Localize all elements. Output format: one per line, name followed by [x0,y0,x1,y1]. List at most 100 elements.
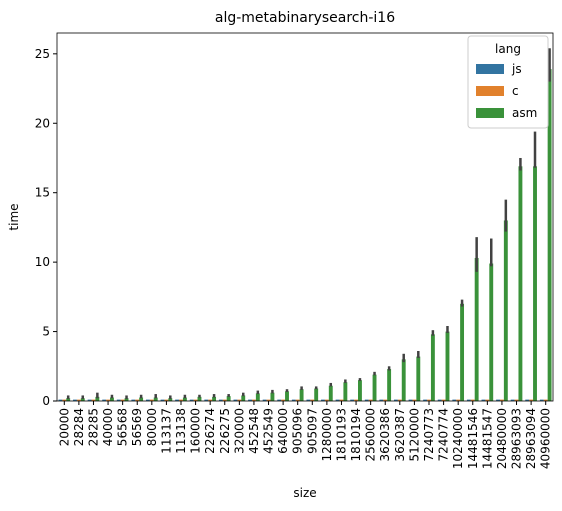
x-tick-label: 1280000 [320,408,334,461]
x-tick-label: 20480000 [495,408,509,469]
x-tick-label: 14481546 [466,408,480,469]
bar [437,399,442,401]
bar [95,396,100,401]
legend-swatch [476,108,504,118]
y-tick-label: 15 [35,186,50,200]
bar [412,399,417,401]
bar [328,385,333,401]
bar [481,399,486,401]
bar [547,69,552,402]
x-tick-label: 40000 [101,408,115,446]
bar [120,399,125,401]
bar [277,399,282,401]
bar [379,399,384,401]
bar [423,399,428,401]
x-tick-label: 113137 [159,408,173,454]
x-tick-label: 905097 [305,408,319,454]
x-tick-label: 7240774 [437,408,451,461]
bar [539,399,544,401]
bar [306,399,311,401]
bar [116,399,121,401]
legend-swatch [476,64,504,74]
bar [397,399,402,401]
bar [251,399,256,401]
bar [474,257,479,401]
bar [131,399,136,401]
legend-box [467,35,549,129]
bar [189,399,194,401]
bar [76,399,81,401]
bar [233,399,238,401]
bar [102,399,107,401]
x-tick-label: 640000 [276,408,290,454]
x-tick-label: 452549 [262,408,276,454]
x-tick-label: 1810193 [334,408,348,461]
bar [387,369,392,401]
bar [499,399,504,401]
bar [241,395,246,401]
x-tick-label: 20000 [57,408,71,446]
bar [106,399,111,401]
x-tick-label: 2560000 [364,408,378,461]
bar [452,399,457,401]
legend-label: asm [512,106,537,120]
x-tick-label: 1810194 [349,408,363,461]
bar [496,399,500,401]
bar [145,399,150,401]
x-tick-label: 56569 [130,408,144,446]
bar [179,399,183,401]
bar [324,399,329,401]
bar [441,399,446,401]
bar [372,374,377,401]
bar [139,397,144,401]
bar [343,382,348,401]
bar [208,399,213,401]
bar [430,334,435,401]
bar [160,399,165,401]
x-tick-label: 10240000 [451,408,465,469]
bar [175,399,180,401]
bar [408,399,413,401]
bar [110,397,114,401]
bar [255,393,260,401]
bar [58,399,63,401]
legend-title: lang [495,42,521,56]
bar [193,399,198,401]
bar [218,399,223,401]
y-tick-label: 20 [35,116,50,130]
bar [427,399,431,401]
x-tick-label: 3620387 [393,408,407,461]
y-tick-label: 25 [35,47,50,61]
bar [66,398,71,401]
bar [489,263,494,401]
x-tick-label: 226274 [203,408,217,454]
x-tick-label: 320000 [232,408,246,454]
x-tick-label: 452548 [247,408,261,454]
bar [299,389,304,401]
bar [335,399,340,401]
bar [204,399,209,401]
bar [350,399,355,401]
x-tick-label: 3620386 [378,408,392,461]
bar [529,399,534,401]
y-axis-label: time [7,203,21,230]
bar [401,359,406,401]
bar [339,399,344,401]
bar [460,303,465,401]
bar [237,399,242,401]
bar [314,388,319,401]
bar [503,220,508,401]
bar [543,399,548,401]
x-tick-label: 40960000 [539,408,553,469]
bar [73,399,77,401]
bar [456,399,461,401]
x-tick-label: 226275 [218,408,232,454]
bar [149,399,154,401]
x-tick-label: 5120000 [407,408,421,461]
x-tick-label: 28963094 [524,408,538,469]
bar [368,399,373,401]
bar [310,399,315,401]
bar [135,399,140,401]
bar [281,399,286,401]
